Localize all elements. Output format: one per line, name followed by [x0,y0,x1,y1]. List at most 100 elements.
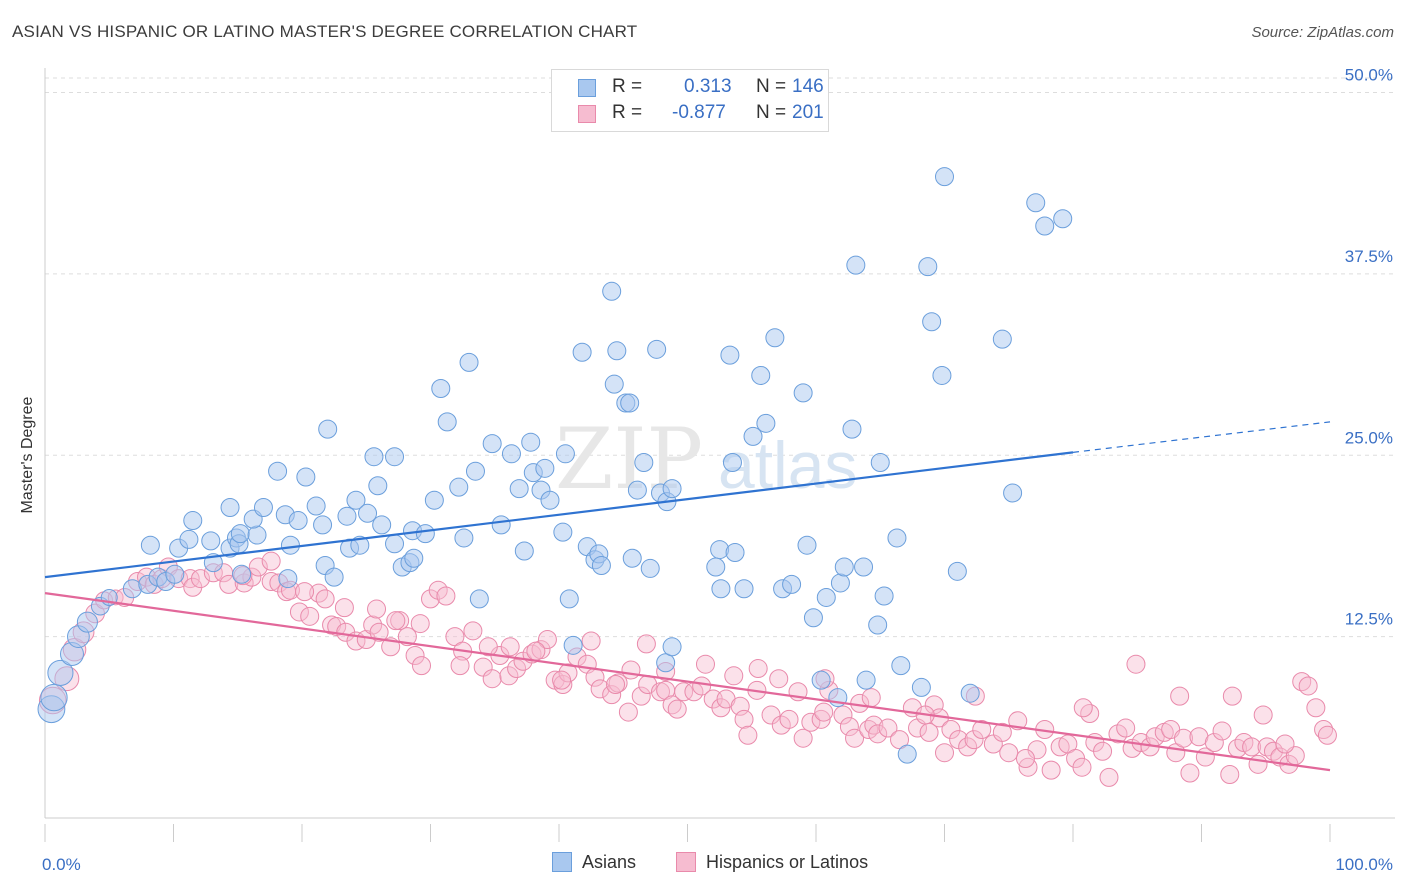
hispanic-point [1275,734,1295,754]
hispanic-point [667,699,687,719]
asian-point [482,434,502,454]
asian-point [830,573,850,593]
hispanic-point [964,730,984,750]
hispanic-point [397,627,417,647]
asian-point [572,342,592,362]
legend-swatch-asians [578,79,596,97]
hispanic-point [369,622,389,642]
asian-point [662,479,682,499]
hispanic-point [1072,757,1092,777]
asian-point [834,557,854,577]
asian-point [765,328,785,348]
y-tick-label: 12.5% [1345,610,1393,629]
hispanic-point [941,719,961,739]
hispanic-point [861,688,881,708]
bottom-legend-swatch-hispanics [676,852,696,872]
legend-r-value-asians: 0.313 [684,76,732,97]
asian-point [40,683,68,712]
asian-point [140,535,160,555]
asian-point [591,556,611,576]
asian-point [874,586,894,606]
hispanic-point [631,686,651,706]
asian-point [604,374,624,394]
asian-point [922,312,942,332]
asian-point [870,453,890,473]
hispanic-point [1015,749,1035,769]
asian-point [368,476,388,496]
hispanic-point [771,715,791,735]
asian-point [179,529,199,549]
asian-point [793,383,813,403]
hispanic-point [602,685,622,705]
asian-point [842,419,862,439]
hispanic-point [1298,676,1318,696]
asian-point [424,490,444,510]
asian-point [711,579,731,599]
asian-point [454,528,474,548]
asian-point [415,524,435,544]
asian-point [722,453,742,473]
hispanic-point [1248,754,1268,774]
asian-point [247,525,267,545]
asian-point [602,281,622,301]
hispanic-point [1174,728,1194,748]
asian-point [76,611,98,633]
asian-point [856,670,876,690]
asian-point [706,557,726,577]
hispanic-point [558,663,578,683]
hispanic-point [1253,705,1273,725]
legend-swatch-hispanics [578,105,596,123]
bottom-legend-label-asians: Asians [582,852,637,872]
hispanic-point [190,569,210,589]
asian-point [514,541,534,561]
hispanic-point [999,743,1019,763]
source-label: Source: ZipAtlas.com [1251,24,1394,41]
hispanic-point [1050,737,1070,757]
asian-point [183,511,203,531]
asian-point [816,587,836,607]
y-tick-label: 50.0% [1345,66,1393,85]
hispanic-point [1180,763,1200,783]
hispanic-point [1041,760,1061,780]
hispanic-point [738,725,758,745]
hispanic-point [958,737,978,757]
hispanic-point [450,656,470,676]
asian-point [868,615,888,635]
asian-point [553,522,573,542]
asian-point [404,548,424,568]
legend-n-value-asians: 146 [792,76,824,97]
hispanic-point [412,656,432,676]
legend-r-label: R = [612,76,643,97]
hispanic-point [868,724,888,744]
asian-point [385,534,405,554]
asian-point [803,608,823,628]
hispanic-point [878,718,898,738]
hispanic-point [1099,767,1119,787]
hispanic-point [410,614,430,634]
asian-point [891,656,911,676]
legend-r-label: R = [612,102,643,123]
hispanic-point [992,722,1012,742]
asian-point [465,461,485,481]
x-tick-label-min: 0.0% [42,855,81,874]
watermark: ZIP atlas [555,410,857,508]
asian-trend-extension [1072,421,1331,453]
bottom-legend-label-hispanics: Hispanics or Latinos [706,852,869,872]
hispanic-point [315,589,335,609]
asian-point [268,461,288,481]
asian-point [372,515,392,535]
hispanic-point [482,669,502,689]
hispanic-point [478,637,498,657]
hispanic-point [1314,719,1334,739]
asian-point [947,561,967,581]
hispanic-point [695,654,715,674]
asian-point [1035,216,1055,236]
hispanic-point [839,717,859,737]
hispanic-point [1222,686,1242,706]
asian-point [431,379,451,399]
asian-point [960,683,980,703]
asian-point [253,497,273,517]
hispanic-point [367,599,387,619]
hispanic-point [363,615,383,635]
asian-point [1053,209,1073,229]
